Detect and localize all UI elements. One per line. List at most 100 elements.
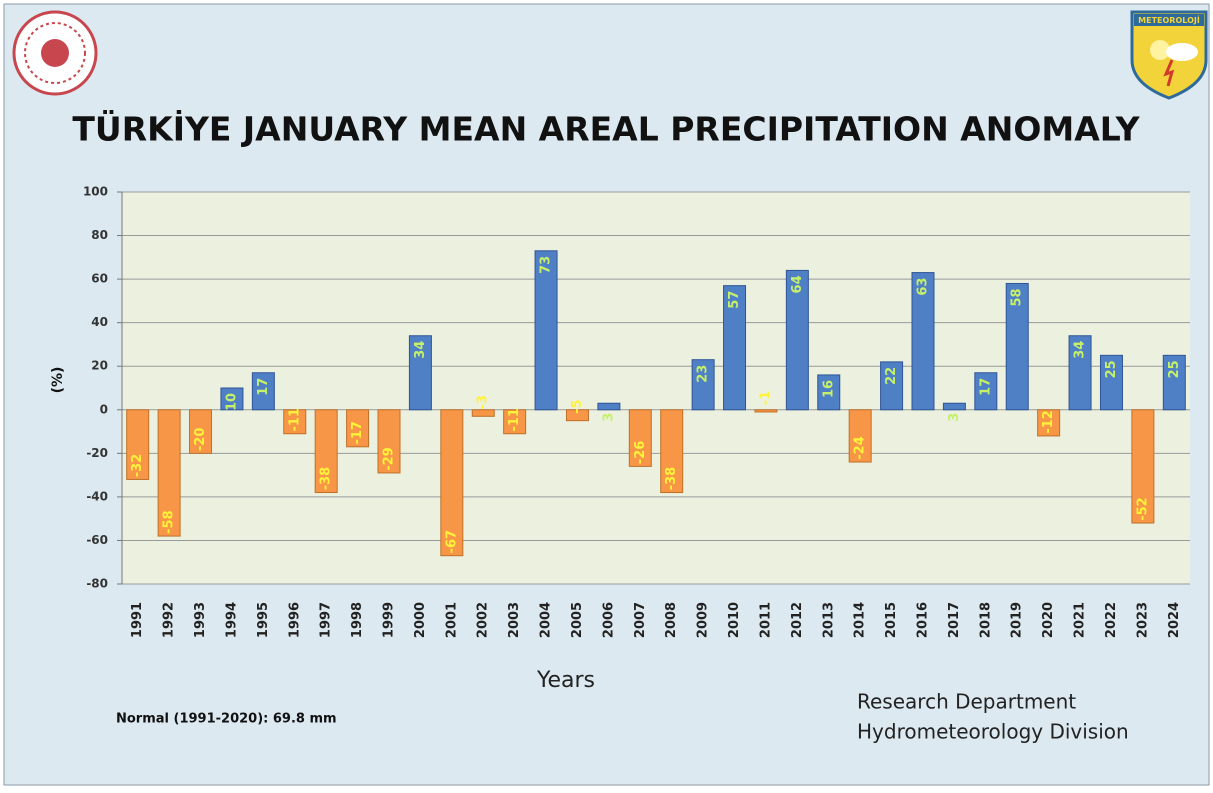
x-tick-label: 1998 [350,602,365,638]
x-tick-label: 2004 [539,602,554,638]
value-label: -11 [287,408,302,432]
bar [157,409,181,537]
x-tick-label: 2002 [476,602,491,638]
bar [440,409,464,557]
normal-note: Normal (1991-2020): 69.8 mm [116,712,337,727]
value-label: 58 [1010,288,1025,306]
bar [1068,335,1092,411]
x-tick-label: 2015 [884,602,899,638]
bar [471,409,495,417]
bar [1131,409,1155,524]
x-tick-label: 1996 [287,602,302,638]
value-label: 3 [601,413,616,422]
value-label: 3 [947,413,962,422]
value-label: -17 [350,421,365,445]
value-label: -32 [130,454,145,478]
x-tick-label: 1993 [193,602,208,638]
y-tick-label: 100 [83,185,108,199]
bar [1005,282,1029,411]
logo-text: METEOROLOJİ [1138,15,1200,25]
plot-area: -80 -60 -40 -20 0 20 40 60 80 100 1991 -32 1992 -58 19… [83,185,1190,638]
value-label: 25 [1167,360,1182,378]
value-label: 10 [224,393,239,411]
bar [314,409,338,494]
y-tick-label: -40 [86,489,108,503]
value-label: -20 [193,428,208,452]
value-label: -5 [570,399,585,413]
y-tick-label: 0 [100,402,108,416]
value-label: 73 [539,256,554,274]
x-tick-label: 2003 [507,602,522,638]
bar [754,409,778,413]
value-label: -58 [162,510,177,534]
value-label: -52 [1135,497,1150,521]
bar [848,409,872,463]
credit: Research Department [857,690,1076,714]
bar [597,402,621,411]
bar [660,409,684,494]
bar [503,409,527,435]
bar [1099,354,1123,411]
x-tick-label: 2012 [790,602,805,638]
value-label: 34 [1073,341,1088,359]
value-label: 25 [1104,360,1119,378]
x-tick-label: 1995 [256,602,271,638]
bar [1162,354,1186,411]
x-tick-label: 2005 [570,602,585,638]
x-axis-label: Years [536,668,595,693]
credit: Hydrometeorology Division [857,720,1129,744]
right-logo: METEOROLOJİ [1130,10,1208,100]
x-tick-label: 2014 [853,602,868,638]
plot-background [122,192,1190,584]
x-tick-label: 2016 [916,602,931,638]
y-axis-label: (%) [50,367,66,394]
y-tick-label: -60 [86,533,108,547]
value-label: -26 [633,441,648,465]
value-label: -29 [382,447,397,471]
x-tick-label: 2011 [758,602,773,638]
value-label: -24 [853,436,868,460]
x-tick-label: 2001 [444,602,459,638]
x-tick-label: 2022 [1104,602,1119,638]
bar [723,285,747,411]
value-label: -11 [507,408,522,432]
x-tick-label: 2023 [1135,602,1150,638]
bar [880,361,904,411]
value-label: 34 [413,341,428,359]
x-tick-label: 2000 [413,602,428,638]
bar [377,409,401,474]
bar [346,409,370,448]
value-label: 16 [821,380,836,398]
x-tick-label: 2010 [727,602,742,638]
x-tick-label: 2021 [1073,602,1088,638]
bar [534,250,558,411]
value-label: 64 [790,275,805,293]
value-label: 22 [884,367,899,385]
value-label: 17 [256,378,271,396]
bar [565,409,589,422]
bar [408,335,432,411]
x-tick-label: 2006 [601,602,616,638]
bar [974,372,998,411]
x-tick-label: 2019 [1010,602,1025,638]
bar [126,409,150,480]
bar [785,269,809,411]
x-tick-label: 2020 [1041,602,1056,638]
x-tick-label: 2018 [978,602,993,638]
x-tick-label: 2024 [1167,602,1182,638]
left-logo [12,10,98,96]
bar [283,409,307,435]
bar [1037,409,1061,437]
x-tick-label: 2009 [696,602,711,638]
y-tick-label: 60 [91,272,108,286]
bar [911,272,935,411]
y-tick-label: 20 [91,359,108,373]
value-label: -12 [1041,410,1056,434]
value-label: 63 [916,278,931,296]
bar [220,387,244,411]
y-tick-label: -20 [86,446,108,460]
bar [628,409,652,467]
y-tick-label: -80 [86,577,108,591]
bar [817,374,841,411]
bar [942,402,966,411]
